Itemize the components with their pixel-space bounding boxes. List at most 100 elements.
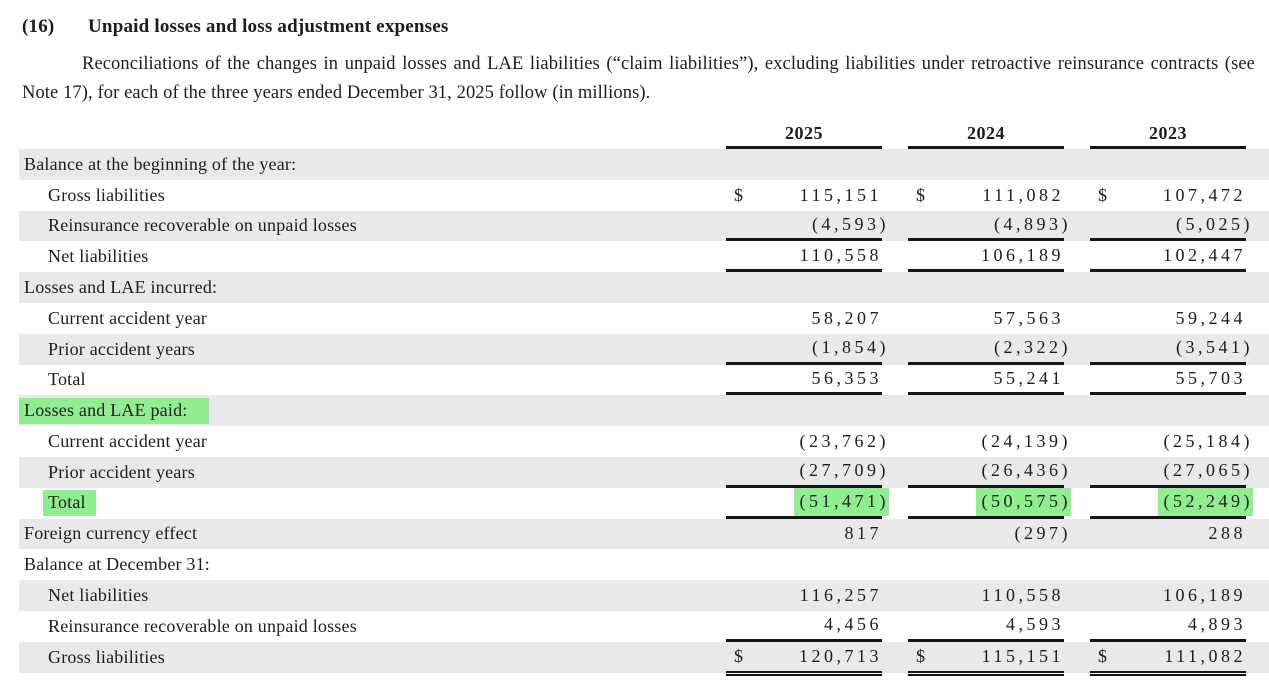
cell-value: 110,558 [981, 585, 1064, 606]
value-cell [1090, 549, 1246, 580]
value-cell: 59,244 [1090, 303, 1246, 334]
row-label-text: Current accident year [48, 431, 208, 452]
table-row: Reinsurance recoverable on unpaid losses… [19, 611, 1269, 642]
cell-value: 57,563 [993, 307, 1064, 328]
value-cell: 57,563 [908, 303, 1064, 334]
value-cell: (51,471) [726, 487, 889, 519]
value-cell [908, 549, 1064, 580]
table-row: Total 56,353 55,241 55,703 [19, 365, 1269, 396]
value-cell [1090, 272, 1246, 303]
value-cell: 106,189 [1090, 580, 1246, 611]
value-cell: 288 [1090, 519, 1246, 550]
column-header-2023: 2023 [1090, 120, 1246, 149]
column-header-label: 2023 [1149, 123, 1187, 143]
row-label: Foreign currency effect [19, 519, 700, 550]
note-heading: (16) Unpaid losses and loss adjustment ex… [0, 0, 1269, 38]
cell-value: 106,189 [1163, 585, 1246, 606]
cell-value: (52,249) [1157, 487, 1253, 516]
column-header-label: 2025 [785, 123, 823, 143]
row-label-text: Balance at December 31: [24, 554, 211, 575]
cell-value: 4,593 [1006, 614, 1064, 635]
cell-value: 116,257 [799, 585, 882, 606]
row-label-text: Current accident year [48, 307, 208, 328]
value-cell: (23,762) [726, 426, 886, 457]
value-cell: $107,472 [1090, 180, 1246, 211]
value-cell: 4,456 [726, 611, 882, 642]
value-cell: (52,249) [1090, 487, 1253, 519]
table-row: Current accident year (23,762) (24,139) (25… [19, 426, 1269, 457]
value-cell: 817 [726, 519, 882, 550]
value-cell: (26,436) [908, 457, 1068, 488]
cell-value: 55,241 [993, 367, 1064, 388]
cell-value: (27,709) [799, 460, 889, 481]
claim-liabilities-table: 2025 2024 2023 Balance at the beginning of … [0, 120, 1269, 676]
row-label-text: Balance at the beginning of the year: [24, 153, 297, 174]
note-title: Unpaid losses and loss adjustment expens… [88, 16, 449, 37]
cell-value: (26,436) [981, 460, 1071, 481]
value-cell: (1,854) [726, 334, 886, 365]
cell-value: (5,025) [1176, 213, 1253, 234]
value-cell [726, 272, 882, 303]
row-label-text: Total [48, 369, 86, 390]
table-header-row: 2025 2024 2023 [19, 120, 1269, 149]
value-cell: 4,593 [908, 611, 1064, 642]
table-row: Prior accident years (1,854) (2,322) (3,541… [19, 333, 1269, 365]
note-number: (16) [22, 16, 55, 37]
value-cell: (25,184) [1090, 426, 1250, 457]
row-label: Total [19, 488, 700, 519]
value-cell: 116,257 [726, 580, 882, 611]
row-label: Losses and LAE paid: [19, 395, 700, 426]
value-cell: $115,151 [908, 642, 1064, 676]
table-row: Total (51,471) (50,575) (52,249) [19, 487, 1269, 519]
intro-paragraph: Reconciliations of the changes in unpaid… [22, 54, 1255, 103]
cell-value: (50,575) [975, 487, 1071, 516]
row-label-text: Losses and LAE paid: [19, 397, 210, 424]
value-cell [726, 395, 882, 426]
cell-value: 115,151 [981, 645, 1064, 666]
row-label: Current accident year [19, 303, 700, 334]
row-label-text: Losses and LAE incurred: [24, 277, 218, 298]
cell-value: (3,541) [1176, 337, 1253, 358]
value-cell: 110,558 [726, 241, 882, 273]
table-row: Gross liabilities $115,151 $111,082 $107,47… [19, 180, 1269, 211]
cell-value: (27,065) [1163, 460, 1253, 481]
value-cell: (27,709) [726, 457, 886, 488]
value-cell [908, 395, 1064, 426]
table-row: Reinsurance recoverable on unpaid losses… [19, 210, 1269, 242]
cell-value: 4,456 [824, 614, 882, 635]
row-label-text: Total [43, 490, 96, 517]
value-cell: (4,893) [908, 211, 1068, 242]
value-cell: 102,447 [1090, 241, 1246, 273]
value-cell: (4,593) [726, 211, 886, 242]
row-label-text: Prior accident years [48, 461, 195, 482]
cell-value: 56,353 [811, 367, 882, 388]
row-label: Gross liabilities [19, 180, 700, 211]
value-cell [1090, 149, 1246, 180]
table-row: Net liabilities 110,558 106,189 102,447 [19, 241, 1269, 273]
value-cell: 55,241 [908, 365, 1064, 396]
value-cell: (27,065) [1090, 457, 1250, 488]
table-row: Balance at the beginning of the year: [19, 149, 1269, 180]
value-cell [908, 149, 1064, 180]
column-header-label: 2024 [967, 123, 1005, 143]
currency-symbol: $ [916, 184, 925, 205]
value-cell: 55,703 [1090, 365, 1246, 396]
row-label-text: Reinsurance recoverable on unpaid losses [48, 615, 357, 636]
row-label: Balance at December 31: [19, 549, 700, 580]
row-label: Gross liabilities [19, 642, 700, 673]
value-cell: (50,575) [908, 487, 1071, 519]
value-cell: 58,207 [726, 303, 882, 334]
row-label: Balance at the beginning of the year: [19, 149, 700, 180]
row-label: Prior accident years [19, 334, 700, 365]
value-cell: (297) [908, 519, 1068, 550]
table-row: Gross liabilities $120,713 $115,151 $111,08… [19, 641, 1269, 676]
row-label: Current accident year [19, 426, 700, 457]
value-cell: $120,713 [726, 642, 882, 676]
value-cell: 110,558 [908, 580, 1064, 611]
cell-value: 4,893 [1188, 614, 1246, 635]
cell-value: 102,447 [1163, 244, 1246, 265]
row-label: Reinsurance recoverable on unpaid losses [19, 611, 700, 642]
row-label-text: Gross liabilities [48, 646, 165, 667]
cell-value: 111,082 [982, 184, 1064, 205]
